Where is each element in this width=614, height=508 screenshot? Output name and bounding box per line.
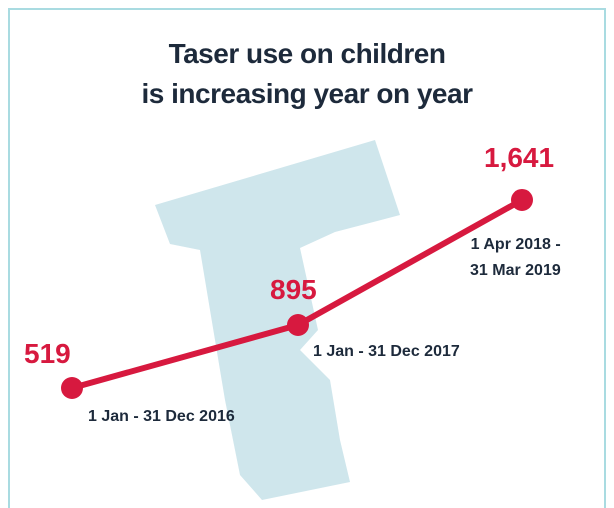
- point: [61, 377, 83, 399]
- value-label: 519: [24, 338, 71, 370]
- chart-title: Taser use on children is increasing year…: [0, 34, 614, 114]
- taser-silhouette: [155, 140, 400, 500]
- category-label: 1 Jan - 31 Dec 2017: [313, 339, 460, 365]
- chart: Taser use on children is increasing year…: [0, 0, 614, 508]
- category-label: 1 Apr 2018 - 31 Mar 2019: [470, 232, 561, 284]
- category-label: 1 Jan - 31 Dec 2016: [88, 404, 235, 430]
- value-label: 895: [270, 274, 317, 306]
- value-label: 1,641: [484, 142, 554, 174]
- point: [511, 189, 533, 211]
- point: [287, 314, 309, 336]
